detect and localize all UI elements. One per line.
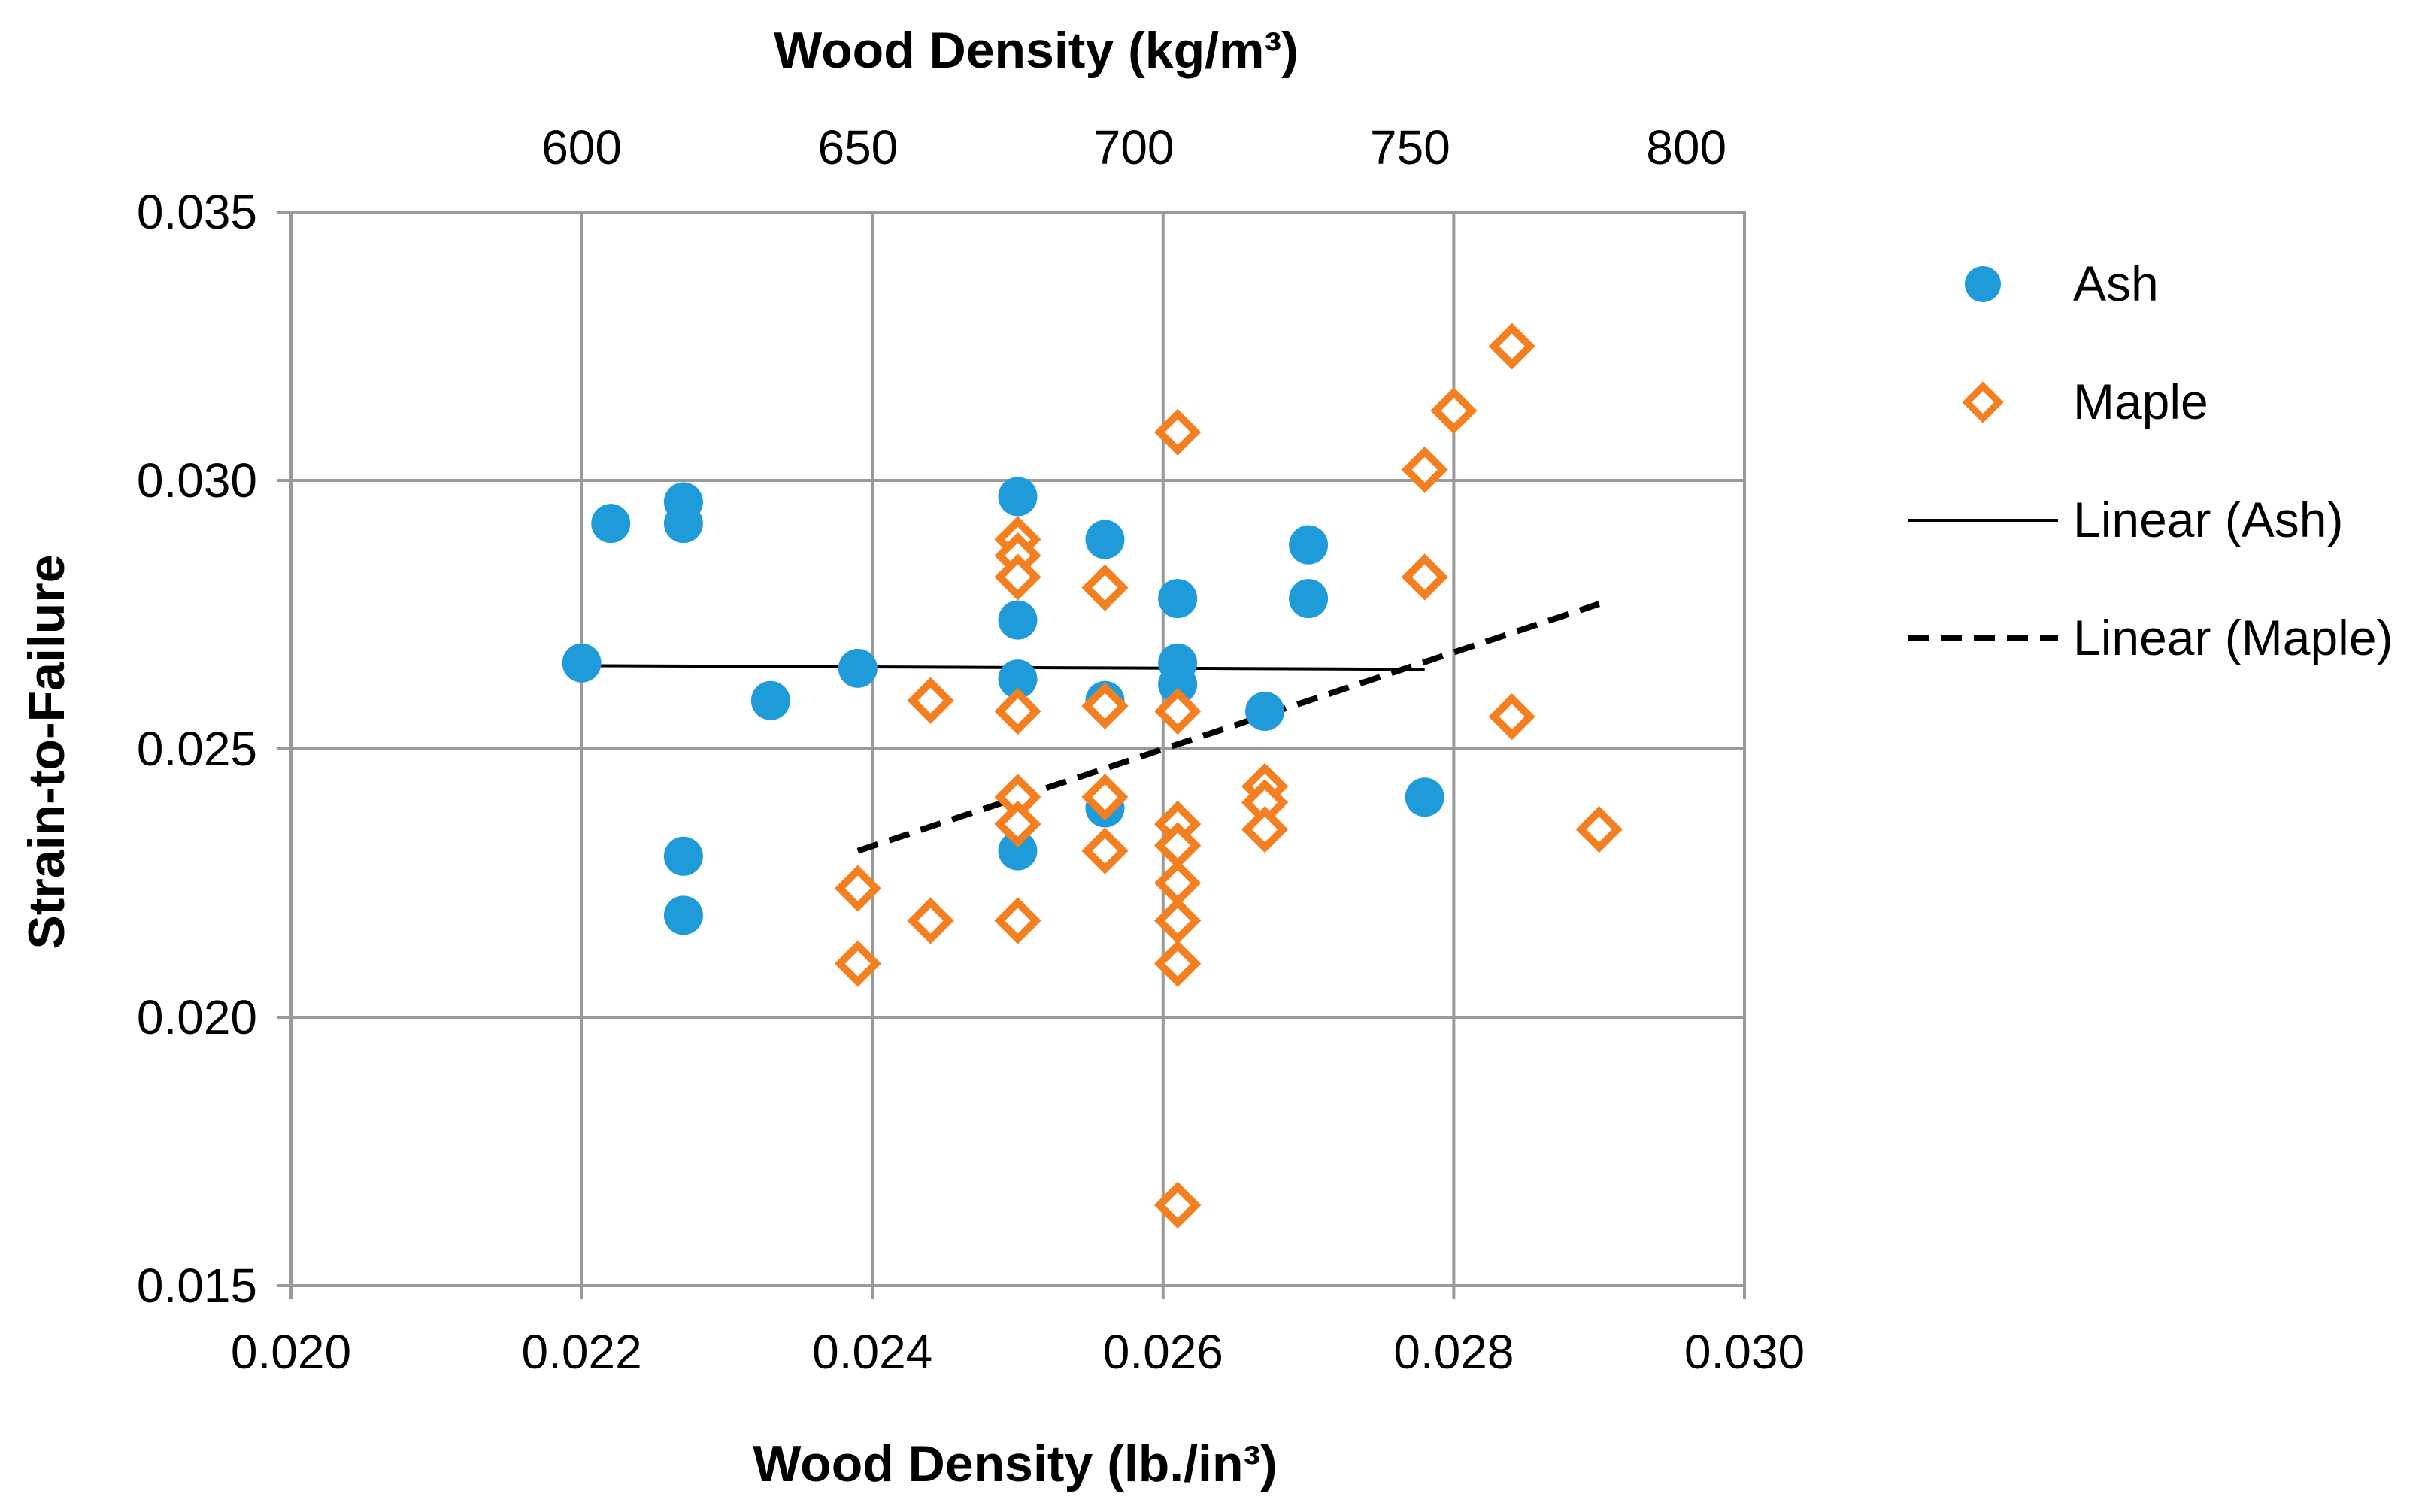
ash-point xyxy=(1289,579,1329,619)
legend-linear-ash-label: Linear (Ash) xyxy=(2073,492,2344,547)
maple-point xyxy=(834,865,881,912)
maple-point xyxy=(1401,553,1448,601)
maple-point xyxy=(1154,408,1202,456)
maple-point xyxy=(1154,687,1202,735)
legend-maple-marker xyxy=(1962,381,2004,423)
ash-point xyxy=(1158,579,1198,619)
y-tick-label: 0.020 xyxy=(137,990,257,1044)
ash-point xyxy=(562,643,602,683)
x-tick-label: 0.030 xyxy=(1684,1325,1805,1379)
ash-point xyxy=(750,680,790,720)
secondary-x-tick-label: 750 xyxy=(1370,120,1450,174)
x-tick-label: 0.022 xyxy=(522,1325,642,1379)
y-tick-label: 0.030 xyxy=(137,453,257,508)
ash-point xyxy=(838,648,878,688)
ash-point xyxy=(1158,665,1198,704)
maple-point xyxy=(994,687,1041,735)
x-tick-label: 0.024 xyxy=(812,1325,932,1379)
maple-point xyxy=(1154,822,1202,869)
y-tick-label: 0.015 xyxy=(137,1259,257,1313)
maple-point xyxy=(994,897,1041,944)
maple-point xyxy=(1488,323,1535,370)
maple-point xyxy=(1241,779,1289,826)
maple-point xyxy=(1488,693,1535,741)
maple-point xyxy=(907,897,954,944)
ash-point xyxy=(998,477,1038,517)
maple-point xyxy=(1081,774,1129,821)
maple-point xyxy=(834,940,881,987)
secondary-x-tick-label: 700 xyxy=(1094,120,1175,174)
ash-point xyxy=(1289,525,1329,565)
ash-point xyxy=(998,600,1038,640)
ash-point xyxy=(663,504,703,544)
x-tick-label: 0.026 xyxy=(1103,1325,1223,1379)
ash-point xyxy=(1245,692,1285,732)
maple-point xyxy=(907,677,954,724)
ash-point xyxy=(998,659,1038,699)
y-tick-label: 0.025 xyxy=(137,722,257,776)
gridlines xyxy=(289,211,1746,1287)
legend-ash-label: Ash xyxy=(2073,256,2159,311)
x-tick-label: 0.028 xyxy=(1393,1325,1514,1379)
ash-point xyxy=(998,831,1038,871)
maple-point xyxy=(1575,805,1623,853)
legend: Ash Maple Linear (Ash) Linear (Maple) xyxy=(1908,256,2393,665)
secondary-x-axis-title: Wood Density (kg/m³) xyxy=(774,22,1299,79)
ash-point xyxy=(663,895,703,935)
x-axis-title: Wood Density (lb./in³) xyxy=(753,1435,1278,1492)
x-tick-label: 0.020 xyxy=(231,1325,351,1379)
maple-point xyxy=(1081,682,1129,729)
data-markers xyxy=(562,323,1623,1229)
trendline-maple xyxy=(856,601,1600,854)
maple-point xyxy=(1081,564,1129,611)
ash-point xyxy=(1405,777,1444,817)
ash-point xyxy=(1085,520,1125,559)
maple-point xyxy=(1154,1181,1202,1229)
y-tick-label: 0.035 xyxy=(137,185,257,239)
maple-point xyxy=(1401,446,1448,493)
legend-maple-label: Maple xyxy=(2073,374,2208,429)
maple-point xyxy=(1241,805,1289,853)
ash-point xyxy=(663,836,703,876)
y-axis-title: Strain-to-Failure xyxy=(18,554,75,949)
legend-ash-marker xyxy=(1965,266,2001,302)
secondary-x-tick-label: 800 xyxy=(1646,120,1726,174)
secondary-x-tick-label: 650 xyxy=(817,120,898,174)
maple-point xyxy=(1154,897,1202,944)
maple-point xyxy=(1081,827,1129,874)
maple-point xyxy=(994,774,1041,821)
legend-linear-maple-label: Linear (Maple) xyxy=(2073,610,2393,665)
ash-point xyxy=(591,504,631,544)
maple-point xyxy=(1154,859,1202,907)
maple-point xyxy=(994,553,1041,601)
maple-point xyxy=(994,800,1041,848)
maple-point xyxy=(1430,387,1478,435)
secondary-x-tick-label: 600 xyxy=(541,120,622,174)
axis-ticks: 0.020 0.022 0.024 0.026 0.028 0.030 0.015 0.020… xyxy=(137,120,1805,1379)
maple-point xyxy=(1154,940,1202,987)
